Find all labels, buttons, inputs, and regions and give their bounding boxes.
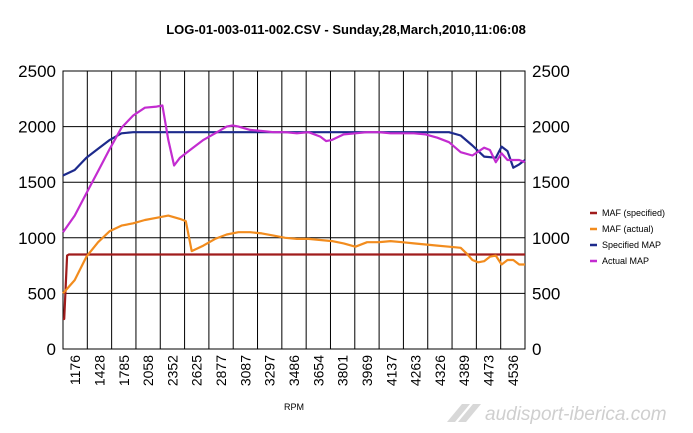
- y-tick-label-left: 1000: [18, 229, 56, 248]
- watermark-text: audisport-iberica.com: [485, 404, 667, 425]
- plot-area: [62, 70, 526, 350]
- series-line-3: [62, 131, 526, 177]
- y-tick-label-right: 2000: [532, 118, 570, 137]
- x-tick-label: 4326: [432, 355, 448, 386]
- x-tick-label: 1785: [116, 355, 132, 386]
- legend-label: MAF (actual): [602, 224, 654, 234]
- series-line-4: [62, 104, 526, 233]
- gridlines: [63, 70, 525, 350]
- x-tick-label: 4473: [481, 355, 497, 386]
- x-axis: 1176 1428 1785 2058 2352 2625 2877 3087 3297 3486…: [67, 355, 521, 386]
- y-axis-right: 0 500 1000 1500 2000 2500: [532, 62, 570, 359]
- y-tick-label-right: 2500: [532, 62, 570, 81]
- y-tick-label-left: 1500: [18, 173, 56, 192]
- watermark: audisport-iberica.com: [447, 404, 667, 425]
- y-tick-label-right: 1500: [532, 173, 570, 192]
- x-tick-label: 4137: [383, 355, 399, 386]
- y-tick-label-right: 0: [532, 340, 541, 359]
- series-lines: [62, 104, 526, 321]
- x-tick-label: 4536: [505, 355, 521, 386]
- series-line-1: [63, 253, 525, 321]
- x-tick-label: 3969: [359, 355, 375, 386]
- x-tick-label: 4389: [456, 355, 472, 386]
- x-tick-label: 3297: [262, 355, 278, 386]
- series-line-2: [62, 214, 525, 295]
- x-tick-label: 2352: [164, 355, 180, 386]
- x-tick-label: 3654: [310, 355, 326, 386]
- x-tick-label: 2625: [189, 355, 205, 386]
- y-axis-left: 0 500 1000 1500 2000 2500: [18, 62, 56, 359]
- x-tick-label: 1176: [67, 355, 83, 385]
- x-tick-label: 2877: [213, 355, 229, 386]
- y-tick-label-left: 2500: [18, 62, 56, 81]
- y-tick-label-right: 1000: [532, 229, 570, 248]
- legend-label: MAF (specified): [602, 208, 665, 218]
- x-tick-label: 3486: [286, 355, 302, 386]
- legend-label: Specified MAP: [602, 240, 661, 250]
- watermark-logo-icon: [447, 404, 470, 422]
- x-tick-label: 4263: [408, 355, 424, 386]
- x-tick-label: 2058: [140, 355, 156, 386]
- y-tick-label-right: 500: [532, 284, 560, 303]
- y-tick-label-left: 500: [28, 284, 56, 303]
- x-tick-label: 3801: [335, 355, 351, 386]
- x-tick-label: 3087: [237, 355, 253, 386]
- x-tick-label: 1428: [91, 355, 107, 386]
- y-tick-label-left: 2000: [18, 118, 56, 137]
- x-axis-label: RPM: [284, 402, 304, 412]
- watermark-logo-icon-2: [458, 404, 481, 422]
- y-tick-label-left: 0: [47, 340, 56, 359]
- chart-title: LOG-01-003-011-002.CSV - Sunday,28,March…: [166, 22, 526, 37]
- legend-label: Actual MAP: [602, 256, 649, 266]
- legend: MAF (specified) MAF (actual) Specified MAP…: [590, 208, 665, 266]
